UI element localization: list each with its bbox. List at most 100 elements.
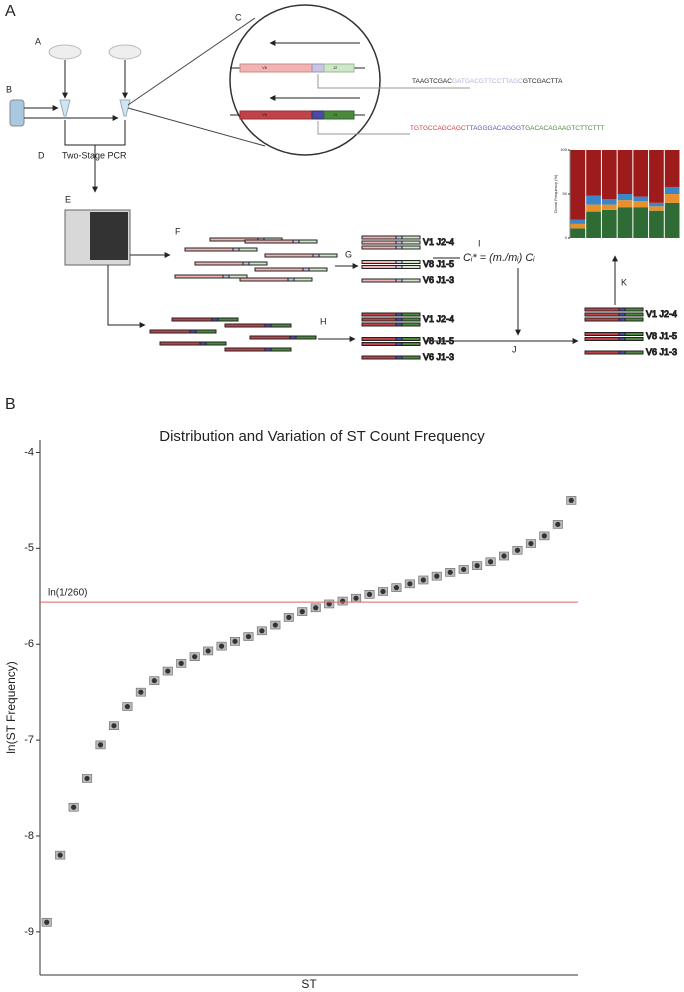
read-j <box>295 335 317 340</box>
y-tick-label: 50 <box>563 191 568 196</box>
clone-read-j <box>401 312 421 317</box>
clone-read-j <box>624 312 644 317</box>
bar-segment <box>664 194 680 203</box>
main-chart: B Distribution and Variation of ST Count … <box>4 396 578 991</box>
read-d <box>222 274 230 279</box>
clone-read-j <box>401 355 421 360</box>
bar-segment <box>601 150 617 200</box>
clone-read-j <box>624 307 644 312</box>
clone-read-d <box>395 278 403 283</box>
bar-segment <box>664 186 680 194</box>
bar-segment <box>570 223 586 229</box>
step-label: J <box>512 344 517 354</box>
read-j <box>217 317 239 322</box>
point <box>205 648 211 654</box>
clone-read <box>584 332 620 336</box>
bar-segment <box>664 150 680 187</box>
clone-read <box>361 245 397 250</box>
clone-read-d <box>395 312 403 317</box>
point <box>178 660 184 666</box>
clone-read-d <box>395 337 403 341</box>
read-j <box>205 341 227 346</box>
point <box>44 919 50 925</box>
zoom-line <box>127 107 266 147</box>
bar-segment <box>570 219 586 224</box>
y-tick-label: -4 <box>24 446 34 458</box>
read-d <box>292 239 300 244</box>
y-tick-label: 100 <box>560 147 567 152</box>
clone-read-j <box>624 350 644 355</box>
point <box>407 581 413 587</box>
bar-segment <box>649 210 664 238</box>
reads-light <box>174 237 338 282</box>
bar-segment <box>633 150 649 197</box>
segment-label: J2 <box>333 65 338 70</box>
point <box>474 563 480 569</box>
read-d <box>264 347 272 352</box>
arrow <box>107 265 146 328</box>
read-j <box>270 323 292 328</box>
read <box>174 274 224 279</box>
panel-label: B <box>5 396 16 413</box>
point <box>340 598 346 604</box>
point <box>514 547 521 553</box>
read-d <box>199 341 207 346</box>
point <box>299 609 305 615</box>
point <box>555 521 561 527</box>
bar-segment <box>570 150 586 220</box>
reference-label: ln(1/260) <box>48 588 87 599</box>
clone-read-d <box>395 260 403 264</box>
bar-segment <box>586 195 601 205</box>
point <box>326 601 332 607</box>
read <box>244 239 294 244</box>
point <box>568 497 574 504</box>
read-d <box>264 323 272 328</box>
clone-read-j <box>624 332 644 336</box>
read <box>254 267 304 272</box>
bar-segment <box>664 202 680 238</box>
vial <box>9 99 25 127</box>
j-segment <box>323 63 355 73</box>
point <box>245 633 252 640</box>
read-d <box>232 247 240 252</box>
read <box>264 253 314 258</box>
read-j <box>238 247 258 252</box>
clone-read-j <box>624 337 644 341</box>
clone-read <box>361 260 397 264</box>
read-d <box>312 253 320 258</box>
y-tick-label: -8 <box>24 830 34 842</box>
clone-read-j <box>401 322 421 327</box>
v-segment <box>239 110 313 120</box>
point <box>313 605 319 611</box>
read-d <box>302 267 310 272</box>
y-tick-label: -7 <box>24 734 34 746</box>
clone-read-j <box>401 245 421 250</box>
read-d <box>287 277 295 282</box>
read <box>171 317 213 322</box>
chart-title: Distribution and Variation of ST Count F… <box>159 428 485 445</box>
segment-label: V8 <box>262 65 268 70</box>
reads-dark <box>149 317 317 352</box>
point <box>57 852 63 858</box>
read <box>184 247 234 252</box>
point <box>393 585 400 591</box>
bar-segment <box>617 150 633 194</box>
read-d <box>289 335 297 340</box>
clone-label: V6 J1-3 <box>646 347 677 357</box>
seq-part: GTCGACTTA <box>523 78 563 85</box>
point <box>528 540 534 547</box>
point <box>124 703 131 710</box>
bar-segment <box>601 204 617 210</box>
clone-read-j <box>401 265 421 269</box>
point <box>97 742 104 748</box>
seq-part: GACACAGAAGTCTTCTTT <box>525 125 604 132</box>
read-d <box>211 317 219 322</box>
step-label: D <box>38 150 45 160</box>
sequencer-door <box>90 212 128 260</box>
clone-read-d <box>395 342 403 346</box>
clone-read-d <box>395 235 403 240</box>
read-d <box>242 261 250 266</box>
clone-read-d <box>618 350 626 355</box>
point <box>111 723 117 729</box>
step-label: K <box>621 277 627 287</box>
